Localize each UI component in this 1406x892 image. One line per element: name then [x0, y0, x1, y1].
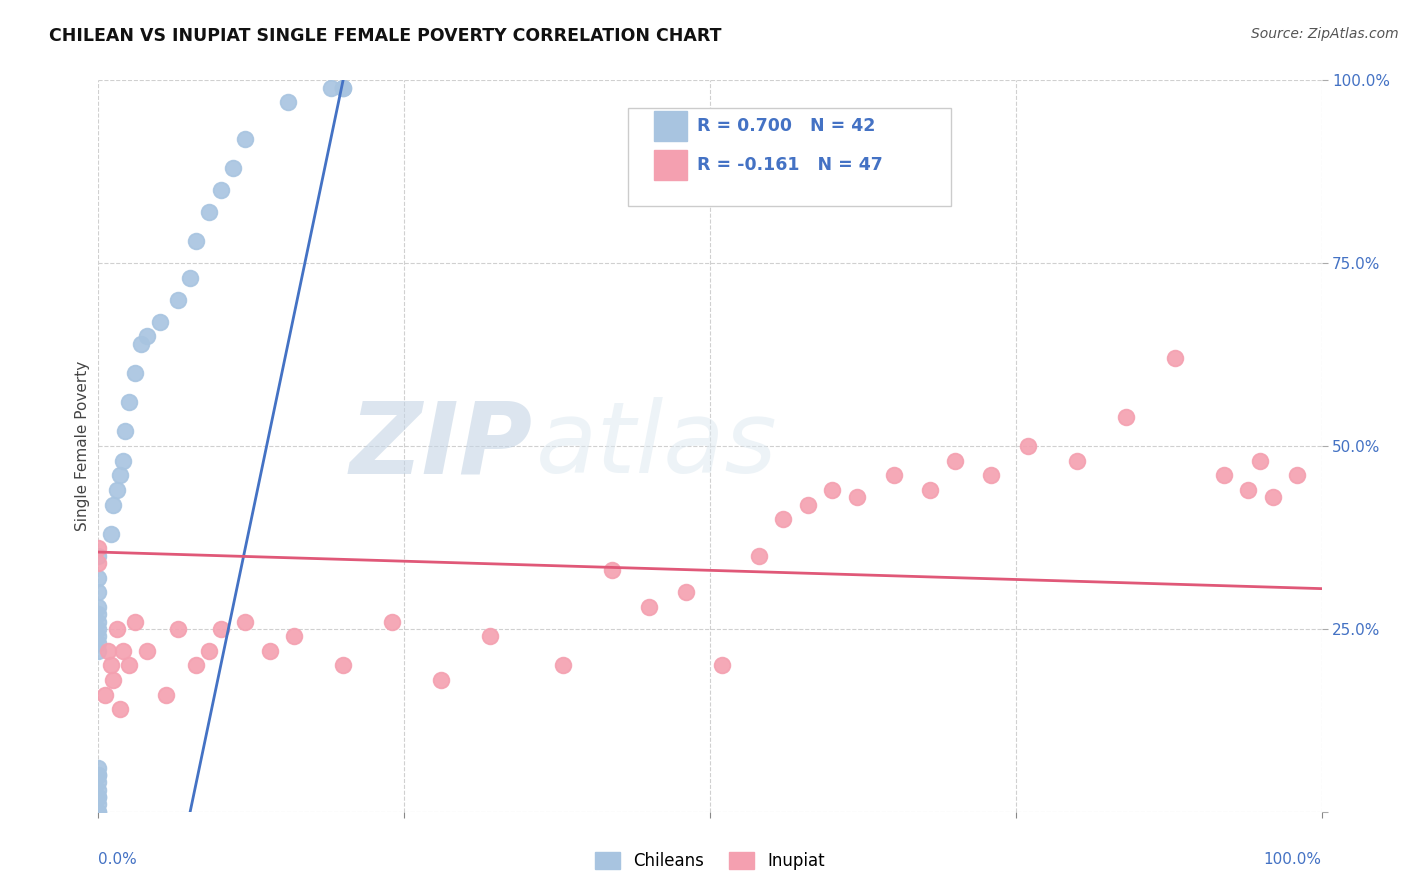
Point [124, 615, 146, 629]
Point [277, 95, 299, 110]
Point [87, 775, 110, 789]
Point [87, 644, 110, 658]
Point [87, 541, 110, 556]
Point [97, 644, 120, 658]
Text: 0.0%: 0.0% [98, 852, 138, 867]
Point [381, 615, 404, 629]
Point [87, 790, 110, 805]
Point [1249, 453, 1271, 467]
Point [87, 761, 110, 775]
Point [167, 293, 190, 307]
Point [110, 468, 132, 483]
Text: atlas: atlas [536, 398, 778, 494]
Point [87, 629, 110, 643]
Point [100, 526, 122, 541]
Point [87, 797, 110, 812]
Point [748, 549, 770, 563]
Point [259, 644, 281, 658]
Point [332, 658, 354, 673]
Point [111, 453, 134, 467]
Point [943, 453, 966, 467]
Text: Source: ZipAtlas.com: Source: ZipAtlas.com [1251, 27, 1399, 41]
Point [1066, 453, 1088, 467]
Point [209, 622, 232, 636]
Point [637, 599, 661, 614]
Point [821, 483, 844, 497]
Point [87, 768, 110, 782]
Point [980, 468, 1002, 483]
Point [124, 366, 146, 380]
Point [478, 629, 501, 643]
Text: R = -0.161   N = 47: R = -0.161 N = 47 [697, 156, 883, 174]
Point [179, 270, 201, 285]
Point [101, 498, 124, 512]
Text: 100.0%: 100.0% [1264, 852, 1322, 867]
Point [233, 132, 256, 146]
Point [87, 571, 110, 585]
Point [1261, 490, 1284, 504]
Point [222, 161, 245, 175]
Point [1164, 351, 1187, 366]
Point [920, 483, 942, 497]
Point [87, 805, 110, 819]
Point [105, 622, 128, 636]
Point [772, 512, 794, 526]
Point [319, 80, 342, 95]
Legend: Chileans, Inupiat: Chileans, Inupiat [588, 845, 832, 877]
Text: CHILEAN VS INUPIAT SINGLE FEMALE POVERTY CORRELATION CHART: CHILEAN VS INUPIAT SINGLE FEMALE POVERTY… [49, 27, 721, 45]
Point [93, 688, 115, 702]
Point [118, 395, 141, 409]
Point [186, 234, 208, 248]
Point [87, 556, 110, 570]
Point [1286, 468, 1309, 483]
Point [155, 688, 177, 702]
Point [136, 644, 159, 658]
Point [87, 790, 110, 805]
Point [553, 658, 575, 673]
Point [883, 468, 905, 483]
Point [87, 549, 110, 563]
Point [118, 658, 141, 673]
Point [167, 622, 190, 636]
Point [430, 673, 453, 687]
Point [114, 425, 136, 439]
Point [101, 673, 124, 687]
Point [600, 563, 623, 577]
Point [111, 644, 134, 658]
Point [87, 615, 110, 629]
Y-axis label: Single Female Poverty: Single Female Poverty [75, 361, 90, 531]
Point [197, 644, 219, 658]
Point [1237, 483, 1260, 497]
Point [110, 702, 132, 716]
Point [797, 498, 820, 512]
Point [100, 658, 122, 673]
Point [87, 768, 110, 782]
Point [332, 80, 354, 95]
Point [87, 636, 110, 650]
Point [845, 490, 868, 504]
Point [105, 483, 128, 497]
Text: R = 0.700   N = 42: R = 0.700 N = 42 [697, 117, 876, 135]
Point [136, 329, 159, 343]
Point [87, 622, 110, 636]
Point [149, 315, 172, 329]
Text: ZIP: ZIP [350, 398, 533, 494]
Point [711, 658, 734, 673]
Point [332, 80, 354, 95]
Point [87, 805, 110, 819]
Point [87, 585, 110, 599]
Point [675, 585, 697, 599]
Point [283, 629, 305, 643]
Point [209, 183, 232, 197]
Point [233, 615, 256, 629]
Point [1017, 439, 1039, 453]
Point [1212, 468, 1234, 483]
Point [87, 782, 110, 797]
Point [197, 205, 219, 219]
Point [87, 607, 110, 622]
Point [87, 599, 110, 614]
Point [129, 336, 152, 351]
Point [186, 658, 208, 673]
Point [1115, 409, 1137, 424]
